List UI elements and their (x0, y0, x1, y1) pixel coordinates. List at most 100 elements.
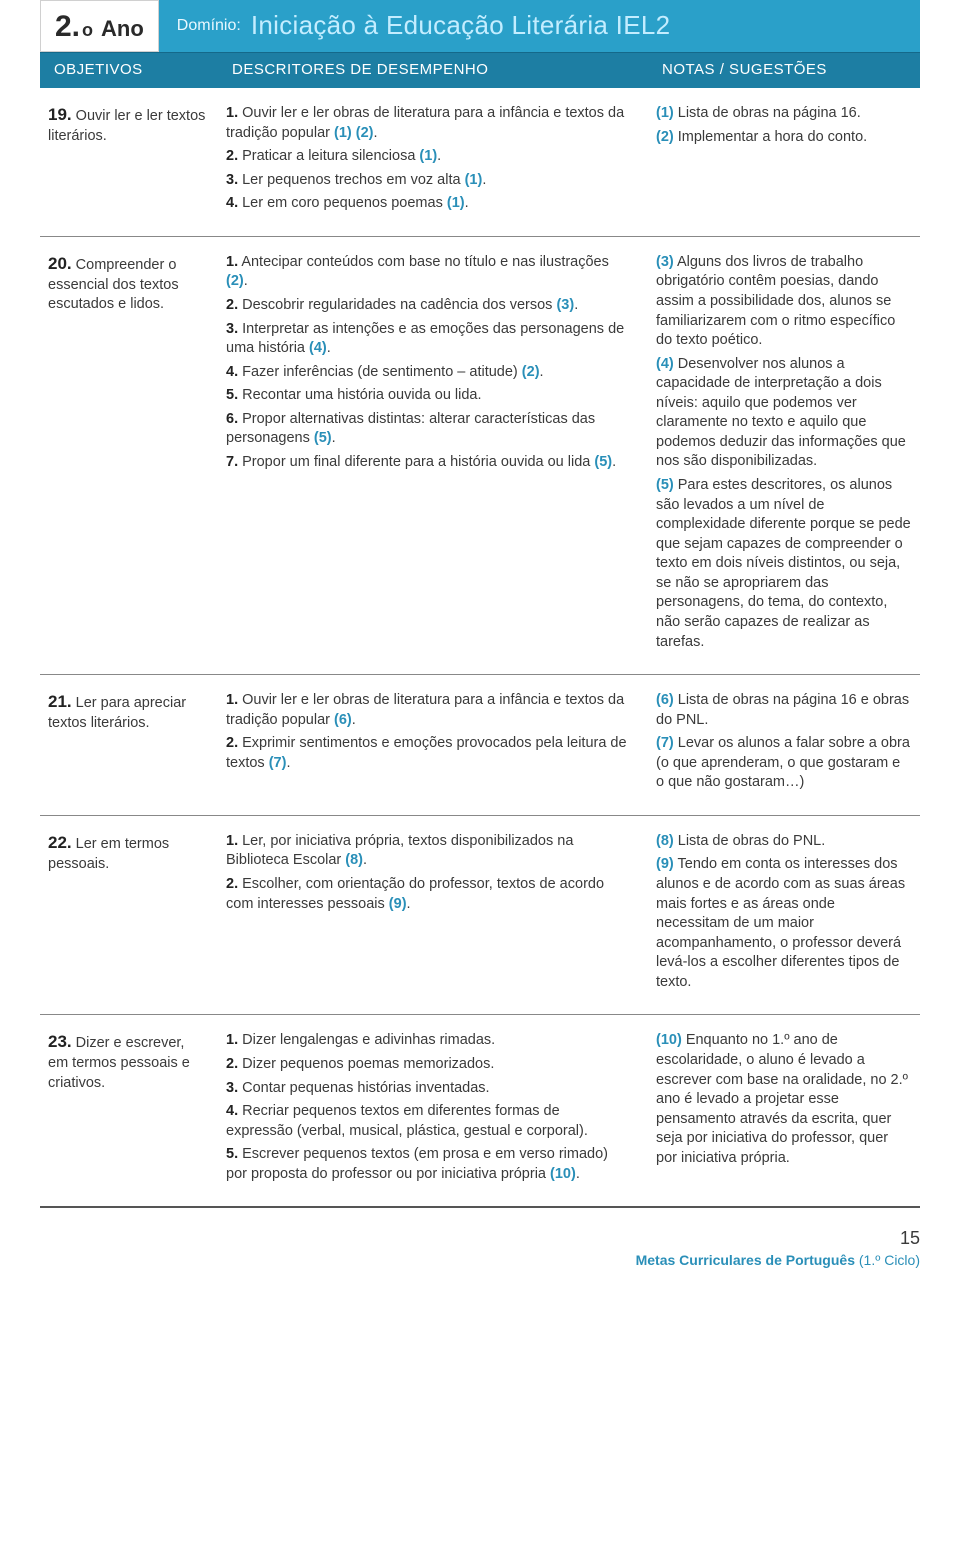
descriptor-number: 6. (226, 411, 238, 427)
descriptor-item: 5. Escrever pequenos textos (em prosa e … (226, 1145, 628, 1184)
page-footer: 15 Metas Curriculares de Português (1.º … (0, 1226, 960, 1271)
table-row: 20. Compreender o essencial dos textos e… (40, 237, 920, 675)
descriptor-number: 5. (226, 1146, 238, 1162)
descriptor-cell: 1. Ouvir ler e ler obras de literatura p… (218, 104, 648, 218)
descriptor-ref: (2) (522, 364, 540, 380)
descriptor-number: 2. (226, 297, 238, 313)
note-text: Para estes descritores, os alunos são le… (656, 477, 911, 650)
objective-cell: 19. Ouvir ler e ler textos literários. (40, 104, 218, 218)
note-item: (6) Lista de obras na página 16 e obras … (656, 691, 912, 730)
descriptor-item: 7. Propor um final diferente para a hist… (226, 453, 628, 473)
descriptor-item: 4. Fazer inferências (de sentimento – at… (226, 363, 628, 383)
descriptor-ref: (1) (447, 195, 465, 211)
descriptor-number: 1. (226, 833, 238, 849)
descriptor-number: 3. (226, 321, 238, 337)
descriptor-number: 4. (226, 364, 238, 380)
descriptor-ref: (8) (345, 852, 363, 868)
descriptor-text: Ler, por iniciativa própria, textos disp… (226, 833, 573, 869)
objective-number: 22. (48, 833, 72, 852)
year-word: Ano (101, 14, 144, 44)
note-item: (9) Tendo em conta os interesses dos alu… (656, 855, 912, 992)
note-ref: (4) (656, 356, 674, 372)
objective-cell: 21. Ler para apreciar textos literários. (40, 691, 218, 797)
table-row: 23. Dizer e escrever, em termos pessoais… (40, 1015, 920, 1208)
descriptor-number: 1. (226, 105, 238, 121)
descriptor-tail: . (465, 195, 469, 211)
descriptor-item: 4. Recriar pequenos textos em diferentes… (226, 1102, 628, 1141)
descriptor-tail: . (374, 125, 378, 141)
descriptor-text: Escolher, com orientação do professor, t… (226, 876, 604, 912)
descriptor-text: Recriar pequenos textos em diferentes fo… (226, 1103, 588, 1139)
descriptor-number: 5. (226, 387, 238, 403)
descriptor-text: Interpretar as intenções e as emoções da… (226, 321, 624, 357)
objective-number: 21. (48, 692, 72, 711)
descriptor-cell: 1. Ler, por iniciativa própria, textos d… (218, 832, 648, 997)
descriptor-tail: . (363, 852, 367, 868)
note-ref: (5) (656, 477, 674, 493)
note-item: (7) Levar os alunos a falar sobre a obra… (656, 734, 912, 793)
descriptor-text: Recontar uma história ouvida ou lida. (238, 387, 481, 403)
descriptor-cell: 1. Antecipar conteúdos com base no títul… (218, 253, 648, 656)
note-item: (5) Para estes descritores, os alunos sã… (656, 476, 912, 652)
objective-number: 20. (48, 254, 72, 273)
descriptor-ref: (2) (226, 273, 244, 289)
objective-cell: 22. Ler em termos pessoais. (40, 832, 218, 997)
note-text: Implementar a hora do conto. (674, 129, 867, 145)
col-header-objetivos: OBJETIVOS (40, 60, 218, 80)
objective-cell: 23. Dizer e escrever, em termos pessoais… (40, 1031, 218, 1188)
descriptor-tail: . (352, 712, 356, 728)
descriptor-item: 1. Antecipar conteúdos com base no títul… (226, 253, 628, 292)
publication-sub: (1.º Ciclo) (855, 1252, 920, 1268)
descriptor-ref: (1) (419, 148, 437, 164)
note-ref: (9) (656, 856, 674, 872)
descriptor-ref: (1) (465, 172, 483, 188)
descriptor-item: 2. Praticar a leitura silenciosa (1). (226, 147, 628, 167)
note-ref: (8) (656, 833, 674, 849)
note-text: Lista de obras na página 16 e obras do P… (656, 692, 909, 728)
publication-main: Metas Curriculares de Português (636, 1252, 855, 1268)
note-text: Lista de obras do PNL. (674, 833, 826, 849)
descriptor-number: 1. (226, 1032, 238, 1048)
domain-title: Iniciação à Educação Literária IEL2 (251, 8, 671, 43)
note-text: Desenvolver nos alunos a capacidade de i… (656, 356, 906, 470)
descriptor-number: 7. (226, 454, 238, 470)
descriptor-item: 2. Exprimir sentimentos e emoções provoc… (226, 734, 628, 773)
descriptor-tail: . (332, 430, 336, 446)
descriptor-ref: (4) (309, 340, 327, 356)
descriptor-number: 4. (226, 1103, 238, 1119)
descriptor-number: 2. (226, 148, 238, 164)
descriptor-item: 2. Dizer pequenos poemas memorizados. (226, 1055, 628, 1075)
note-ref: (2) (656, 129, 674, 145)
descriptor-number: 1. (226, 692, 238, 708)
note-text: Levar os alunos a falar sobre a obra (o … (656, 735, 910, 790)
table-row: 21. Ler para apreciar textos literários.… (40, 675, 920, 816)
descriptor-number: 3. (226, 1080, 238, 1096)
descriptor-tail: . (612, 454, 616, 470)
descriptor-item: 1. Ler, por iniciativa própria, textos d… (226, 832, 628, 871)
descriptor-item: 5. Recontar uma história ouvida ou lida. (226, 386, 628, 406)
descriptor-ref: (5) (594, 454, 612, 470)
descriptor-text: Dizer pequenos poemas memorizados. (238, 1056, 494, 1072)
descriptor-tail: . (327, 340, 331, 356)
descriptor-tail: . (482, 172, 486, 188)
note-ref: (6) (656, 692, 674, 708)
notes-cell: (8) Lista de obras do PNL. (9) Tendo em c… (648, 832, 920, 997)
descriptor-text: Ouvir ler e ler obras de literatura para… (226, 105, 624, 141)
year-ordinal: o (82, 18, 93, 42)
descriptor-text: Ouvir ler e ler obras de literatura para… (226, 692, 624, 728)
note-item: (1) Lista de obras na página 16. (656, 104, 912, 124)
descriptor-tail: . (244, 273, 248, 289)
note-item: (4) Desenvolver nos alunos a capacidade … (656, 355, 912, 472)
note-ref: (7) (656, 735, 674, 751)
descriptor-ref: (5) (314, 430, 332, 446)
descriptor-item: 3. Interpretar as intenções e as emoções… (226, 320, 628, 359)
descriptor-ref: (10) (550, 1166, 576, 1182)
column-header-row: OBJETIVOS DESCRITORES DE DESEMPENHO NOTA… (40, 52, 920, 88)
descriptor-tail: . (540, 364, 544, 380)
descriptor-item: 4. Ler em coro pequenos poemas (1). (226, 194, 628, 214)
year-number: 2. (55, 7, 80, 48)
notes-cell: (1) Lista de obras na página 16. (2) Impl… (648, 104, 920, 218)
descriptor-tail: . (286, 755, 290, 771)
objective-cell: 20. Compreender o essencial dos textos e… (40, 253, 218, 656)
descriptor-text: Praticar a leitura silenciosa (238, 148, 419, 164)
